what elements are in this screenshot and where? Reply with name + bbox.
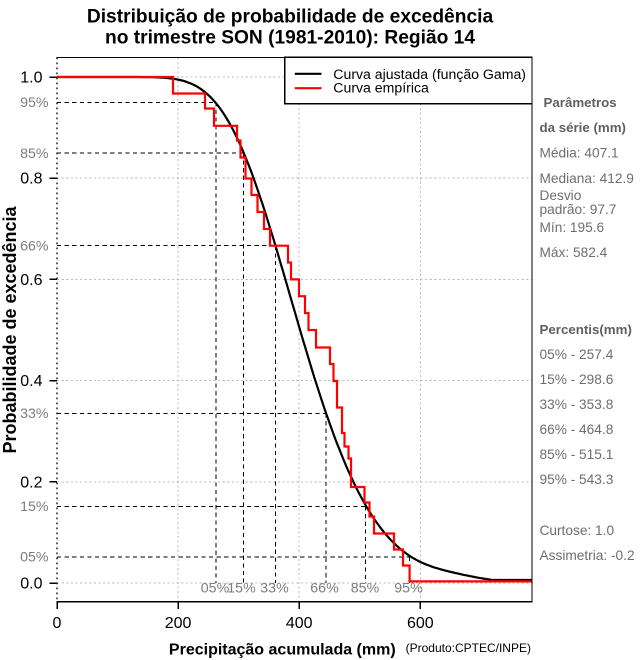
svg-text:05%: 05%	[201, 581, 230, 597]
svg-text:85% - 515.1: 85% - 515.1	[540, 447, 614, 462]
svg-text:1.0: 1.0	[20, 70, 42, 87]
svg-text:33% - 353.8: 33% - 353.8	[540, 397, 614, 412]
svg-text:Curtose: 1.0: Curtose: 1.0	[540, 523, 615, 538]
svg-text:0.4: 0.4	[20, 373, 42, 390]
svg-text:66%: 66%	[20, 239, 49, 255]
svg-text:600: 600	[407, 615, 434, 632]
svg-text:padrão: 97.7: padrão: 97.7	[540, 202, 617, 217]
svg-text:(Produto:CPTEC/INPE): (Produto:CPTEC/INPE)	[406, 641, 531, 655]
svg-text:15% - 298.6: 15% - 298.6	[540, 372, 614, 387]
svg-text:66%: 66%	[310, 581, 339, 597]
svg-text:da série (mm): da série (mm)	[540, 120, 626, 135]
svg-text:0: 0	[53, 615, 62, 632]
svg-text:Distribuição de probabilidade: Distribuição de probabilidade de excedên…	[87, 7, 494, 28]
svg-text:Média: 407.1: Média: 407.1	[540, 145, 619, 160]
svg-text:95% - 543.3: 95% - 543.3	[540, 472, 614, 487]
svg-text:Mín: 195.6: Mín: 195.6	[540, 220, 605, 235]
svg-text:05% - 257.4: 05% - 257.4	[540, 347, 614, 362]
svg-text:Curva ajustada (função Gama): Curva ajustada (função Gama)	[333, 66, 526, 82]
svg-text:15%: 15%	[20, 499, 49, 515]
svg-text:Curva empírica: Curva empírica	[333, 80, 429, 96]
svg-text:Máx: 582.4: Máx: 582.4	[540, 245, 608, 260]
svg-text:33%: 33%	[20, 406, 49, 422]
svg-text:95%: 95%	[20, 95, 49, 111]
svg-text:Percentis(mm): Percentis(mm)	[540, 322, 632, 337]
svg-text:33%: 33%	[260, 581, 289, 597]
svg-text:66% - 464.8: 66% - 464.8	[540, 422, 614, 437]
svg-text:0.2: 0.2	[20, 474, 42, 491]
svg-text:15%: 15%	[227, 581, 256, 597]
svg-text:0.0: 0.0	[20, 576, 42, 593]
svg-text:0.8: 0.8	[20, 171, 42, 188]
svg-text:Parâmetros: Parâmetros	[544, 95, 617, 110]
svg-text:Mediana: 412.9: Mediana: 412.9	[540, 171, 634, 186]
svg-text:no trimestre SON (1981-2010):: no trimestre SON (1981-2010): Região 14	[105, 28, 475, 49]
svg-text:0.6: 0.6	[20, 272, 42, 289]
svg-text:Assimetria: -0.2: Assimetria: -0.2	[540, 548, 635, 563]
svg-text:85%: 85%	[20, 146, 49, 162]
svg-text:Precipitação acumulada (mm): Precipitação acumulada (mm)	[169, 642, 396, 659]
svg-text:95%: 95%	[394, 581, 423, 597]
svg-text:200: 200	[165, 615, 192, 632]
svg-text:Desvio: Desvio	[540, 188, 582, 203]
svg-text:05%: 05%	[20, 550, 49, 566]
svg-text:Probabilidade de excedência: Probabilidade de excedência	[0, 205, 20, 453]
svg-text:85%: 85%	[351, 581, 380, 597]
svg-text:400: 400	[286, 615, 313, 632]
